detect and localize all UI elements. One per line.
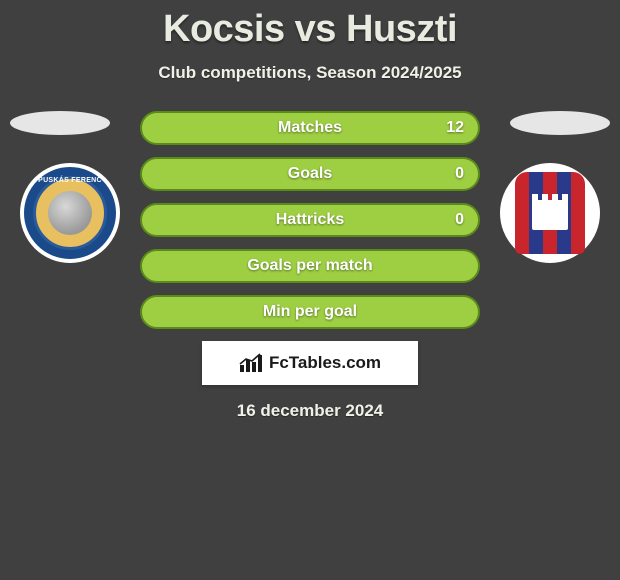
stat-label: Goals per match [247,257,372,275]
platform-right [510,111,610,135]
stat-right-value: 12 [446,119,464,137]
stat-right-value: 0 [455,165,464,183]
stat-rows: Matches 12 Goals 0 Hattricks 0 Goals per… [140,111,480,329]
bar-chart-icon [239,353,263,373]
platform-left [10,111,110,135]
club-badge-right [500,163,600,263]
stat-right-value: 0 [455,211,464,229]
badge-left-portrait [48,191,92,235]
badge-right-inner [515,172,585,254]
stat-label: Matches [278,119,342,137]
stat-row-goals: Goals 0 [140,157,480,191]
brand-text: FcTables.com [269,353,381,373]
badge-left-text: PUSKÁS FERENC [36,177,104,184]
stripe [571,172,585,254]
stat-label: Goals [288,165,332,183]
stat-label: Hattricks [276,211,344,229]
stat-row-goals-per-match: Goals per match [140,249,480,283]
stat-label: Min per goal [263,303,357,321]
subtitle: Club competitions, Season 2024/2025 [0,63,620,83]
date-line: 16 december 2024 [0,401,620,421]
club-badge-left: PUSKÁS FERENC [20,163,120,263]
stat-row-min-per-goal: Min per goal [140,295,480,329]
comparison-panel: PUSKÁS FERENC Matches 12 Goals 0 Hattric… [0,111,620,421]
castle-icon [532,200,568,230]
stripe [515,172,529,254]
badge-left-inner: PUSKÁS FERENC [33,176,107,250]
page-title: Kocsis vs Huszti [0,0,620,51]
brand-box: FcTables.com [202,341,418,385]
stat-row-matches: Matches 12 [140,111,480,145]
stat-row-hattricks: Hattricks 0 [140,203,480,237]
